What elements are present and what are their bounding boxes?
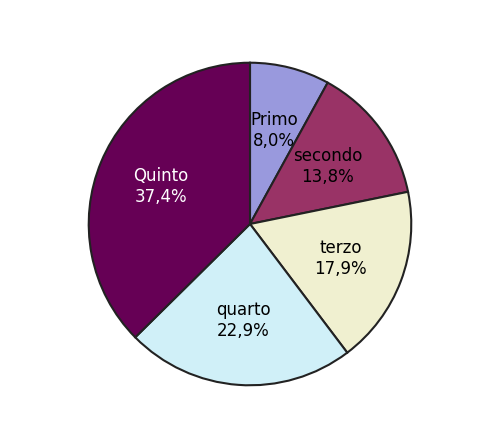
Wedge shape: [88, 63, 250, 337]
Wedge shape: [250, 83, 408, 224]
Wedge shape: [135, 224, 347, 385]
Text: secondo
13,8%: secondo 13,8%: [293, 147, 362, 186]
Text: Primo
8,0%: Primo 8,0%: [250, 111, 298, 150]
Wedge shape: [250, 63, 328, 224]
Text: Quinto
37,4%: Quinto 37,4%: [133, 167, 188, 206]
Text: quarto
22,9%: quarto 22,9%: [216, 301, 270, 340]
Text: terzo
17,9%: terzo 17,9%: [314, 239, 367, 278]
Wedge shape: [250, 192, 412, 353]
